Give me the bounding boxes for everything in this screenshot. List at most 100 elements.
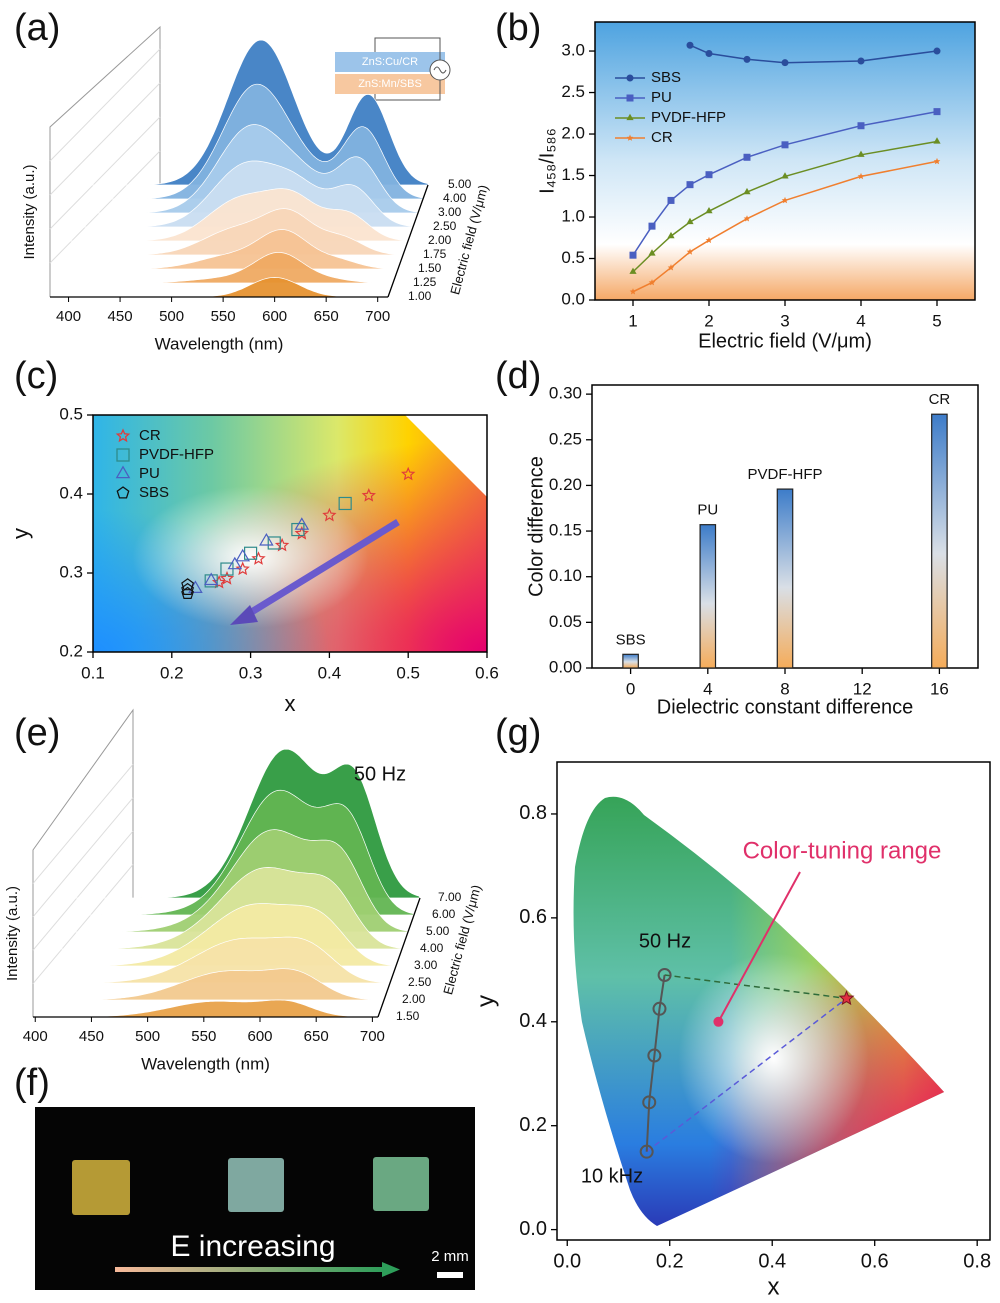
- annotation: 50 Hz: [639, 930, 691, 952]
- z-tick-label: 1.50: [418, 261, 442, 275]
- marker: [657, 968, 672, 983]
- x-axis-title: Dielectric constant difference: [657, 696, 913, 718]
- marker: [857, 57, 865, 65]
- marker: [743, 187, 751, 195]
- legend-label: CR: [139, 427, 161, 444]
- legend-label: SBS: [139, 484, 169, 501]
- wall-grid: [49, 116, 161, 230]
- z-tick-label: 1.00: [408, 289, 432, 303]
- y-tick-label: 0.2: [59, 641, 83, 660]
- marker: [626, 113, 634, 121]
- x-tick-label: 0.2: [656, 1250, 684, 1272]
- z-tick-label: 5.00: [448, 177, 472, 191]
- legend-label: CR: [651, 129, 673, 146]
- marker: [274, 537, 290, 552]
- z-axis: [387, 184, 429, 298]
- marker: [227, 556, 243, 570]
- wall-grid: [32, 764, 134, 884]
- marker: [743, 153, 751, 161]
- x-tick-label: 2: [704, 311, 713, 330]
- x-tick-label: 5: [932, 311, 941, 330]
- y-tick-label: 0.5: [561, 248, 585, 267]
- marker: [857, 122, 865, 130]
- bar: [776, 488, 794, 669]
- marker: [116, 448, 130, 462]
- legend-label: PU: [651, 89, 672, 106]
- ac-symbol: [433, 66, 447, 74]
- x-tick-label: 4: [703, 679, 712, 698]
- pointer-line: [717, 871, 801, 1023]
- marker: [629, 288, 637, 295]
- x-tick-label: 400: [56, 308, 81, 325]
- spectrum-layer: [65, 208, 404, 256]
- x-tick-label: 0: [626, 679, 635, 698]
- x-tick-label: 600: [262, 308, 287, 325]
- x-tick-label: 450: [79, 1028, 104, 1045]
- z-tick-label: 4.00: [443, 191, 467, 205]
- marker: [115, 465, 131, 479]
- marker: [686, 181, 694, 189]
- marker: [686, 248, 694, 255]
- z-tick-label: 2.50: [408, 975, 432, 989]
- x-tick-label: 650: [304, 1028, 329, 1045]
- wall-grid: [32, 830, 134, 951]
- bar-label: PU: [697, 502, 718, 519]
- x-tick-label: 3: [780, 311, 789, 330]
- y-tick-label: 0.10: [549, 566, 582, 585]
- y-tick-label: 0.3: [59, 562, 83, 581]
- x-tick-label: 0.0: [553, 1250, 581, 1272]
- marker: [686, 41, 694, 49]
- circuit: [374, 37, 441, 101]
- marker: [322, 507, 337, 522]
- x-tick-label: 8: [780, 679, 789, 698]
- marker: [338, 496, 352, 511]
- panel-label: (c): [14, 355, 58, 397]
- x-axis-title: Wavelength (nm): [155, 334, 284, 353]
- marker: [401, 466, 416, 481]
- legend-label: SBS: [651, 69, 681, 86]
- bar: [622, 653, 639, 669]
- z-tick-label: 2.00: [402, 992, 426, 1006]
- wall-grid: [49, 150, 161, 264]
- back-wall: [49, 25, 161, 297]
- z-tick-label: 4.00: [420, 941, 444, 955]
- marker: [294, 517, 310, 530]
- wall-grid: [32, 864, 134, 984]
- trend-arrow-head: [230, 605, 258, 625]
- y-tick-label: 2.0: [561, 124, 585, 143]
- y-axis-title: Intensity (a.u.): [4, 886, 21, 981]
- y-tick-label: 0.4: [59, 483, 83, 502]
- y-tick-label: 2.5: [561, 82, 585, 101]
- x-tick-label: 12: [853, 679, 872, 698]
- x-tick-label: 0.8: [963, 1250, 991, 1272]
- marker: [933, 47, 941, 55]
- marker: [626, 74, 634, 82]
- wall-grid: [49, 48, 161, 162]
- panel-label: (a): [14, 7, 60, 49]
- device-square: [72, 1160, 130, 1215]
- y-tick-label: 0.4: [519, 1010, 547, 1032]
- x-tick-label: 16: [930, 679, 949, 698]
- x-tick-label: 4: [856, 311, 865, 330]
- y-axis-title: Color difference: [525, 456, 547, 597]
- x-tick-label: 700: [365, 308, 390, 325]
- x-tick-label: 0.2: [160, 663, 184, 682]
- back-wall: [32, 708, 134, 1017]
- y-axis-title: I₄₅₈/I₅₈₆: [536, 128, 558, 194]
- y-tick-label: 1.0: [561, 206, 585, 225]
- marker: [781, 141, 789, 149]
- y-tick-label: 0.00: [549, 657, 582, 676]
- scale-bar: [437, 1272, 463, 1278]
- y-tick-label: 0.25: [549, 429, 582, 448]
- legend-box: [335, 52, 445, 72]
- device-square: [373, 1157, 429, 1211]
- spectrum-layer: [39, 968, 385, 1001]
- z-tick-label: 1.75: [423, 247, 447, 261]
- marker: [743, 55, 751, 63]
- marker: [116, 486, 130, 499]
- y-tick-label: 0.30: [549, 384, 582, 403]
- x-tick-label: 650: [314, 308, 339, 325]
- legend-label: ZnS:Mn/SBS: [358, 78, 422, 90]
- y-axis-title: Intensity (a.u.): [21, 164, 38, 259]
